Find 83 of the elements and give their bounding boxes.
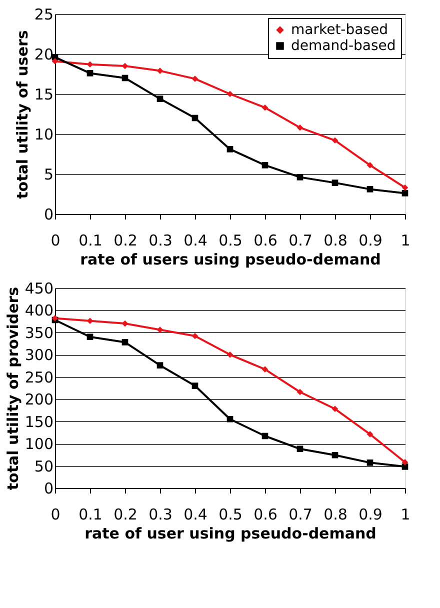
legend-label: market-based <box>291 22 388 38</box>
y-tick-label: 15 <box>34 86 54 104</box>
x-tick-label: 1 <box>400 506 410 524</box>
y-tick-label: 20 <box>34 46 54 64</box>
x-tick-label: 0.4 <box>184 506 208 524</box>
point <box>86 61 94 68</box>
point <box>402 459 408 466</box>
point <box>156 362 164 368</box>
point <box>262 162 268 168</box>
point <box>226 90 234 98</box>
x-tick-label: 0.7 <box>288 506 312 524</box>
point <box>402 184 408 191</box>
point <box>192 76 198 82</box>
point <box>262 432 268 440</box>
point <box>192 332 198 340</box>
x-axis-title: rate of users using pseudo-demand <box>80 250 381 268</box>
x-tick-label: 0.1 <box>78 232 102 250</box>
y-tick-label: 100 <box>24 435 54 454</box>
point <box>122 74 128 82</box>
x-tick-label: 0.1 <box>78 506 102 524</box>
point <box>86 318 94 324</box>
y-tick-label: 350 <box>24 324 54 342</box>
point <box>156 96 164 102</box>
point <box>122 339 128 346</box>
point <box>366 186 374 192</box>
y-axis-title: total utility of providers <box>4 286 22 490</box>
y-tick-label: 50 <box>34 457 54 476</box>
x-tick-label: 0.9 <box>358 506 382 524</box>
point <box>296 388 304 396</box>
point <box>226 146 234 152</box>
point <box>296 124 304 131</box>
x-tick-label: 1 <box>400 232 410 250</box>
point <box>332 406 338 412</box>
point <box>296 174 304 180</box>
point <box>226 352 234 358</box>
x-tick-label: 0.7 <box>288 232 312 250</box>
point <box>402 190 408 196</box>
x-tick-label: 0.9 <box>358 232 382 250</box>
point <box>366 460 374 466</box>
point <box>332 180 338 186</box>
y-tick-label: 300 <box>24 346 54 364</box>
y-tick-label: 150 <box>24 412 54 431</box>
x-tick-label: 0.3 <box>148 232 172 250</box>
x-tick-label: 0.5 <box>218 232 242 250</box>
x-tick-label: 0.3 <box>148 506 172 524</box>
x-tick-label: 0.8 <box>324 232 348 250</box>
y-axis-title: total utility of users <box>13 30 32 199</box>
point <box>156 326 164 333</box>
x-axis-title: rate of user using pseudo-demand <box>84 524 376 542</box>
y-tick-label: 200 <box>24 390 54 409</box>
x-tick-label: 0.6 <box>254 506 278 524</box>
point <box>262 366 268 372</box>
point <box>366 431 374 438</box>
y-tick-label: 250 <box>24 368 54 386</box>
x-tick-label: 0.6 <box>254 232 278 250</box>
x-tick-label: 0.5 <box>218 506 242 524</box>
point <box>86 70 94 76</box>
y-tick-label: 400 <box>24 302 54 320</box>
point <box>86 334 94 340</box>
point <box>156 68 164 74</box>
y-tick-label: 25 <box>34 6 54 24</box>
x-tick-label: 0.4 <box>184 232 208 250</box>
point <box>52 58 58 64</box>
y-tick-label: 0 <box>44 206 54 224</box>
point <box>262 104 268 111</box>
y-tick-label: 450 <box>24 280 54 298</box>
y-tick-label: 5 <box>44 166 54 184</box>
x-tick-label: 0.8 <box>324 506 348 524</box>
point <box>332 137 338 144</box>
point <box>192 114 198 122</box>
point <box>122 62 128 70</box>
point <box>122 320 128 327</box>
legend-label: demand-based <box>291 38 396 54</box>
point <box>402 464 408 470</box>
y-tick-label: 10 <box>34 126 54 144</box>
point <box>332 452 338 458</box>
point <box>226 416 234 422</box>
point <box>366 162 374 168</box>
y-tick-label: 0 <box>44 480 54 498</box>
point <box>296 446 304 452</box>
x-tick-label: 0.2 <box>114 506 138 524</box>
x-tick-label: 0.2 <box>114 232 138 250</box>
point <box>192 382 198 389</box>
